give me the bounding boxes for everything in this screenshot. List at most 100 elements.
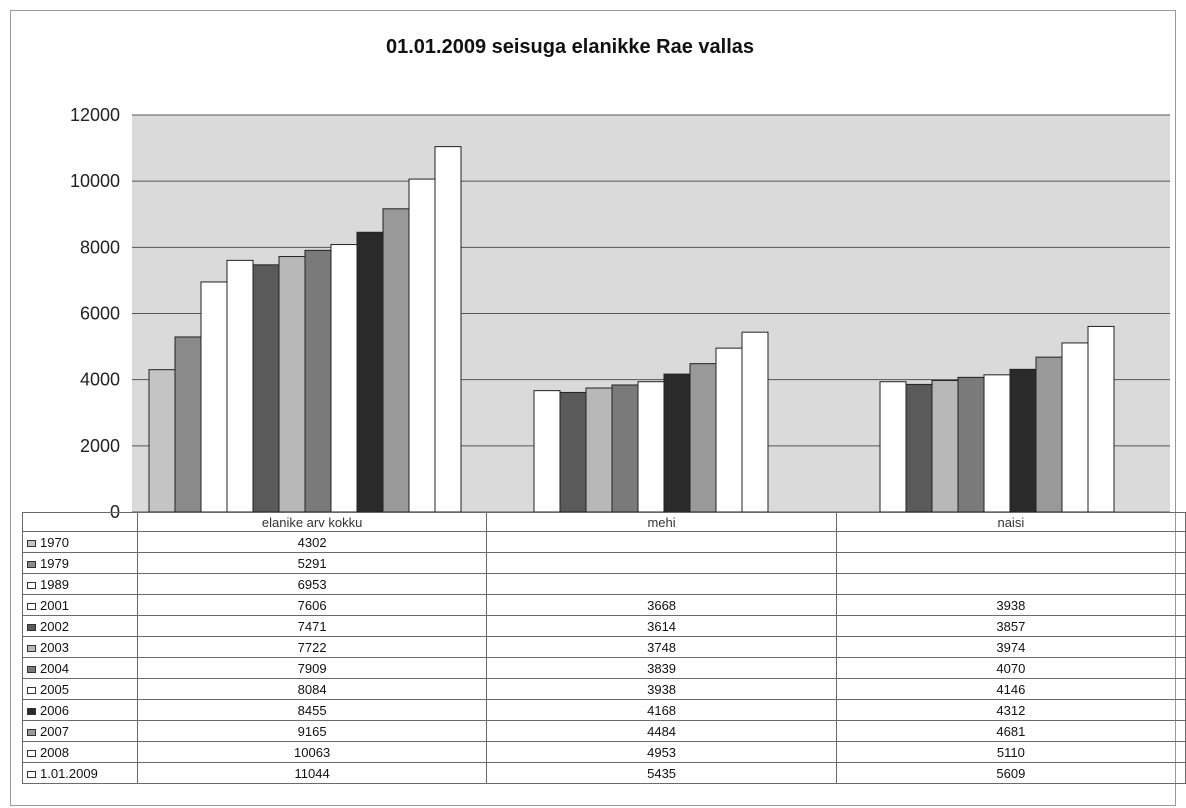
data-label: 7471 [136, 615, 488, 637]
data-label: 8084 [136, 678, 488, 700]
bar-2006-2 [1009, 368, 1037, 513]
bar-2002-2 [905, 383, 933, 513]
bar-2007-1 [689, 363, 717, 513]
data-label: 7909 [136, 657, 488, 679]
table-header-row: elanike arv kokku mehi naisi [22, 512, 1186, 532]
data-label: 7606 [136, 594, 488, 616]
legend-swatch [27, 644, 36, 652]
bar-2003-0 [278, 256, 306, 513]
table-row: 2008 10063 4953 5110 [22, 741, 1186, 763]
data-label: 3748 [486, 636, 837, 658]
bar-2006-1 [663, 373, 691, 513]
legend-swatch [27, 707, 36, 715]
legend-swatch [27, 623, 36, 631]
table-row: 1979 5291 [22, 552, 1186, 574]
data-label [835, 531, 1186, 553]
series-legend-cell: 1989 [22, 573, 138, 595]
data-label [486, 531, 837, 553]
data-label: 3857 [835, 615, 1186, 637]
chart-title: 01.01.2009 seisuga elanikke Rae vallas [385, 36, 755, 58]
category-label: elanike arv kokku [136, 512, 488, 532]
series-legend-cell: 2008 [22, 741, 138, 763]
legend-swatch [27, 581, 36, 589]
bar-2008-0 [408, 178, 436, 513]
table-row: 1989 6953 [22, 573, 1186, 595]
data-label: 5110 [835, 741, 1186, 763]
legend-swatch [27, 770, 36, 778]
data-label: 3938 [486, 678, 837, 700]
y-tick-label: 4000 [80, 370, 120, 390]
data-label: 4146 [835, 678, 1186, 700]
series-legend-cell: 2001 [22, 594, 138, 616]
legend-swatch [27, 665, 36, 673]
data-label: 4302 [136, 531, 488, 553]
series-name: 2007 [40, 723, 69, 739]
data-label [835, 573, 1186, 595]
table-row: 2002 7471 3614 3857 [22, 615, 1186, 637]
data-label [486, 552, 837, 574]
data-label: 10063 [136, 741, 488, 763]
bars [148, 146, 1115, 513]
y-tick-label: 10000 [70, 171, 120, 191]
series-name: 1989 [40, 576, 69, 592]
data-label: 4484 [486, 720, 837, 742]
bar-2004-0 [304, 249, 332, 513]
category-label: mehi [486, 512, 837, 532]
data-label: 11044 [136, 762, 488, 784]
series-name: 2005 [40, 681, 69, 697]
data-label: 5435 [486, 762, 837, 784]
bar-2006-0 [356, 231, 384, 513]
data-label: 4168 [486, 699, 837, 721]
y-tick-label: 2000 [80, 436, 120, 456]
data-label: 5609 [835, 762, 1186, 784]
series-legend-cell: 2004 [22, 657, 138, 679]
table-row: 2003 7722 3748 3974 [22, 636, 1186, 658]
bar-1989-0 [200, 281, 228, 513]
y-tick-label: 12000 [70, 105, 120, 125]
bar-2002-1 [559, 391, 587, 513]
data-label: 8455 [136, 699, 488, 721]
bar-2001-0 [226, 259, 254, 513]
table-row: 2006 8455 4168 4312 [22, 699, 1186, 721]
legend-swatch [27, 749, 36, 757]
bar-2003-2 [931, 380, 959, 513]
bar-1-01-2009-1 [741, 331, 769, 513]
data-label: 3614 [486, 615, 837, 637]
data-label [486, 573, 837, 595]
series-name: 1.01.2009 [40, 765, 98, 781]
bar-2008-2 [1061, 342, 1089, 513]
series-name: 1970 [40, 534, 69, 550]
bar-1979-0 [174, 336, 202, 513]
series-name: 1979 [40, 555, 69, 571]
data-table: elanike arv kokku mehi naisi 1970 4302 1979 52… [22, 512, 1186, 784]
bar-2005-0 [330, 244, 358, 513]
data-label: 3974 [835, 636, 1186, 658]
y-tick-label: 6000 [80, 304, 120, 324]
bar-2007-2 [1035, 356, 1063, 513]
data-label: 4312 [835, 699, 1186, 721]
table-row: 2004 7909 3839 4070 [22, 657, 1186, 679]
table-row: 1.01.2009 11044 5435 5609 [22, 762, 1186, 784]
bar-2003-1 [585, 387, 613, 513]
table-row: 2007 9165 4484 4681 [22, 720, 1186, 742]
table-row: 1970 4302 [22, 531, 1186, 553]
bar-2004-1 [611, 384, 639, 513]
series-name: 2006 [40, 702, 69, 718]
y-tick-label: 8000 [80, 237, 120, 257]
bar-2007-0 [382, 208, 410, 513]
data-label: 3839 [486, 657, 837, 679]
legend-swatch [27, 560, 36, 568]
series-name: 2001 [40, 597, 69, 613]
series-name: 2008 [40, 744, 69, 760]
series-name: 2004 [40, 660, 69, 676]
bar-2002-0 [252, 264, 280, 513]
data-label: 3668 [486, 594, 837, 616]
series-legend-cell: 2005 [22, 678, 138, 700]
series-legend-cell: 1979 [22, 552, 138, 574]
data-label: 4070 [835, 657, 1186, 679]
data-label: 4681 [835, 720, 1186, 742]
series-legend-cell: 2006 [22, 699, 138, 721]
bar-1-01-2009-2 [1087, 325, 1115, 513]
series-name: 2003 [40, 639, 69, 655]
